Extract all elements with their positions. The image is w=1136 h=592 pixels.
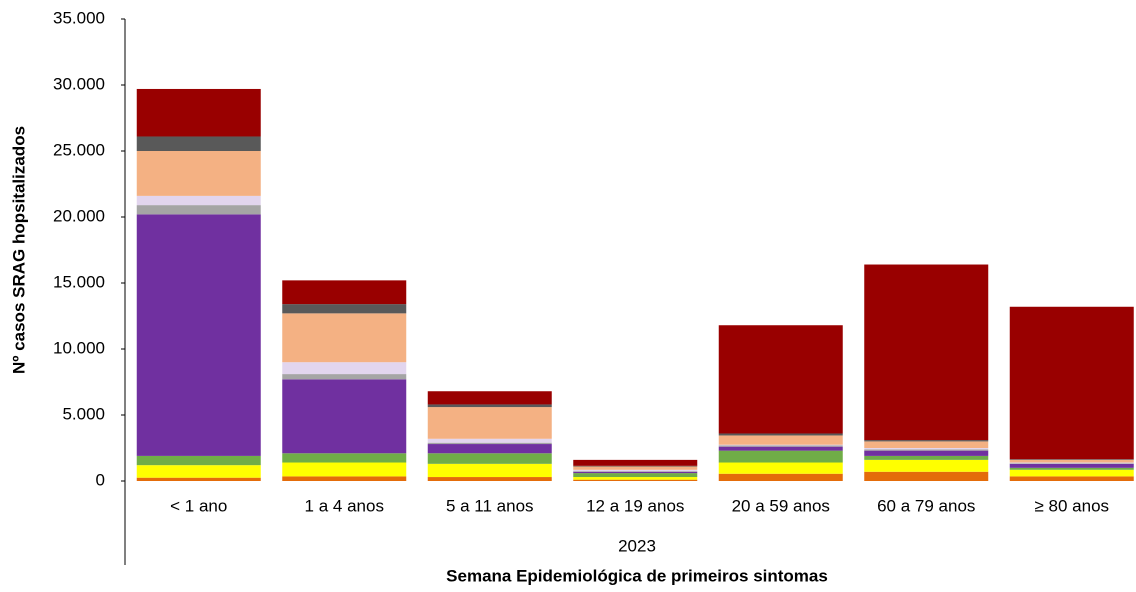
y-axis-title: Nº casos SRAG hopsitalizados — [9, 126, 28, 374]
bar-segment — [427, 463, 552, 478]
x-tick-label: ≥ 80 anos — [1034, 496, 1109, 515]
bar-segment — [282, 304, 407, 314]
bar-segment — [136, 477, 261, 481]
group-label: 2023 — [618, 536, 656, 555]
x-tick-label: 5 a 11 anos — [446, 496, 534, 515]
bar-segment — [427, 438, 552, 443]
bar-segment — [136, 88, 261, 137]
x-tick-label: 20 a 59 anos — [732, 496, 830, 515]
bar-segment — [136, 205, 261, 215]
bar-segment — [864, 459, 989, 472]
bar-segment — [573, 466, 698, 470]
bar-segment — [427, 391, 552, 405]
bar-segment — [864, 440, 989, 442]
bar-segment — [573, 465, 698, 467]
bar-segment — [864, 441, 989, 448]
bar-segment — [573, 473, 698, 478]
y-tick-label: 25.000 — [53, 140, 105, 159]
bar-segment — [427, 442, 552, 445]
bar-segment — [1009, 459, 1134, 460]
bar-segment — [718, 450, 843, 463]
bar-segment — [282, 453, 407, 463]
bar-segment — [573, 459, 698, 466]
bar-segment — [864, 455, 989, 460]
y-tick-label: 35.000 — [53, 8, 105, 27]
bar-segment — [1009, 476, 1134, 481]
bar-segment — [427, 453, 552, 464]
bar-segment — [136, 465, 261, 478]
x-axis-title: Semana Epidemiológica de primeiros sinto… — [446, 566, 828, 585]
bar-segment — [136, 214, 261, 456]
bar-segment — [1009, 463, 1134, 464]
bar-segment — [282, 476, 407, 481]
bar-segment — [1009, 463, 1134, 468]
bar-segment — [136, 455, 261, 466]
bar-segment — [427, 444, 552, 454]
bar-segment — [718, 325, 843, 434]
bar-segment — [573, 479, 698, 481]
bar-segment — [427, 407, 552, 439]
x-tick-label: 1 a 4 anos — [305, 496, 384, 515]
bar-segment — [282, 462, 407, 477]
bar-segment — [1009, 462, 1134, 464]
bar-segment — [282, 362, 407, 375]
x-tick-label: 12 a 19 anos — [586, 496, 684, 515]
bar-segment — [282, 379, 407, 454]
bar-segment — [1009, 467, 1134, 470]
bar-segment — [864, 471, 989, 481]
bar-segment — [718, 462, 843, 474]
bar-segment — [718, 446, 843, 451]
x-tick-label: 60 a 79 anos — [877, 496, 975, 515]
bar-segment — [864, 450, 989, 456]
bar-segment — [718, 444, 843, 446]
y-tick-label: 30.000 — [53, 74, 105, 93]
bar-segment — [136, 195, 261, 206]
y-tick-label: 15.000 — [53, 272, 105, 291]
x-tick-label: < 1 ano — [170, 496, 227, 515]
bar-segment — [282, 374, 407, 380]
bar-segment — [1009, 306, 1134, 460]
bar-segment — [864, 448, 989, 450]
bar-segment — [573, 469, 698, 472]
bar-segment — [864, 449, 989, 451]
bar-segment — [282, 280, 407, 305]
bar-segment — [427, 404, 552, 408]
bar-segment — [718, 445, 843, 447]
bar-segment — [573, 471, 698, 474]
bar-segment — [864, 264, 989, 441]
bar-segment — [1009, 469, 1134, 477]
y-tick-label: 10.000 — [53, 338, 105, 357]
y-tick-label: 5.000 — [62, 404, 105, 423]
y-tick-label: 0 — [96, 470, 105, 489]
bar-segment — [718, 435, 843, 445]
bar-segment — [136, 136, 261, 151]
bar-segment — [573, 477, 698, 480]
bar-segment — [1009, 459, 1134, 463]
bar-segment — [573, 471, 698, 472]
bar-segment — [718, 473, 843, 481]
bar-segment — [718, 433, 843, 436]
bar-segment — [282, 313, 407, 363]
y-tick-label: 20.000 — [53, 206, 105, 225]
bar-segment — [136, 151, 261, 196]
bar-segment — [427, 477, 552, 481]
